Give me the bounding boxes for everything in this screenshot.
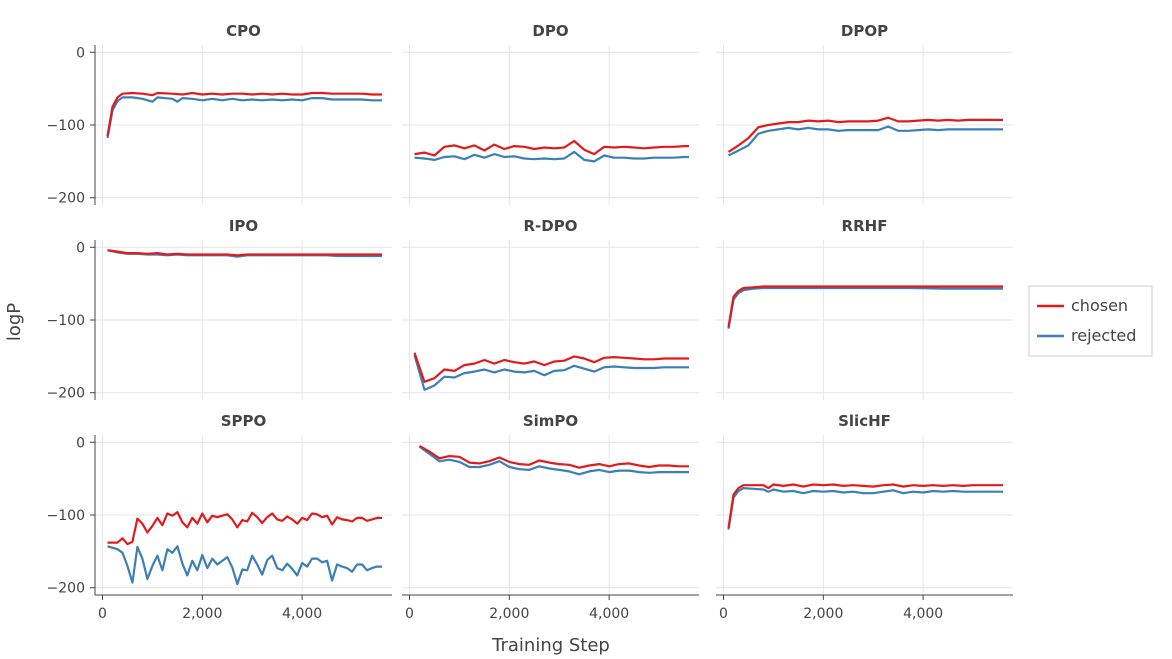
series-line-chosen xyxy=(727,116,1003,153)
panel-title: SimPO xyxy=(523,412,578,430)
series-line-chosen xyxy=(107,510,382,546)
series-line-chosen xyxy=(418,444,689,469)
panel-rrhf: RRHF xyxy=(716,217,1013,400)
legend: chosen rejected xyxy=(1028,285,1153,357)
x-tick-label: 2,000 xyxy=(182,606,222,622)
y-axis-label: logP xyxy=(4,303,25,341)
panel-dpo: DPO xyxy=(402,22,699,205)
panel-title: SPPO xyxy=(221,412,267,430)
series-line-chosen xyxy=(727,483,1003,529)
series-line-rejected xyxy=(107,545,382,586)
legend-box xyxy=(1028,285,1153,357)
panel-grid: CPO 0 −100 −200 DPO DPOP IPO 0 −100 −200 R-DPO RRHF… xyxy=(47,22,1013,622)
series-line-chosen xyxy=(727,285,1003,328)
series-line-rejected xyxy=(414,150,689,163)
panel-slichf: SlicHF 0 2,000 4,000 xyxy=(716,412,1013,622)
panel-ipo: IPO 0 −100 −200 xyxy=(47,217,392,402)
panel-title: RRHF xyxy=(842,217,888,235)
panel-sppo: SPPO 0 −100 −200 0 2,000 4,000 xyxy=(47,412,392,622)
y-tick-label: −100 xyxy=(47,118,85,134)
y-tick-label: −200 xyxy=(47,581,85,597)
y-tick-label: 0 xyxy=(76,240,85,256)
x-tick-label: 0 xyxy=(719,606,728,622)
series-line-rejected xyxy=(728,125,1003,157)
series-line-chosen xyxy=(106,91,382,137)
panel-title: DPO xyxy=(532,22,568,40)
series-line-chosen xyxy=(414,139,689,157)
series-line-rejected xyxy=(413,354,689,391)
series-line-rejected xyxy=(106,96,382,139)
y-tick-label: −100 xyxy=(47,313,85,329)
x-tick-label: 2,000 xyxy=(803,606,843,622)
panel-dpop: DPOP xyxy=(716,22,1013,205)
y-tick-label: 0 xyxy=(76,435,85,451)
panel-r-dpo: R-DPO xyxy=(402,217,699,400)
panel-title: R-DPO xyxy=(524,217,578,235)
y-tick-label: 0 xyxy=(76,45,85,61)
series-line-chosen xyxy=(107,249,382,257)
x-tick-label: 0 xyxy=(98,606,107,622)
panel-simpo: SimPO 0 2,000 4,000 xyxy=(402,412,699,622)
legend-label-chosen: chosen xyxy=(1071,296,1128,315)
y-tick-label: −200 xyxy=(47,386,85,402)
x-axis-label: Training Step xyxy=(491,635,610,656)
panel-title: CPO xyxy=(226,22,261,40)
series-line-rejected xyxy=(727,487,1003,530)
panel-title: DPOP xyxy=(841,22,888,40)
y-tick-label: −100 xyxy=(47,508,85,524)
series-line-rejected xyxy=(727,286,1003,329)
x-tick-label: 2,000 xyxy=(489,606,529,622)
x-tick-label: 0 xyxy=(405,606,414,622)
panel-title: SlicHF xyxy=(838,412,891,430)
series-line-chosen xyxy=(413,352,689,383)
x-tick-label: 4,000 xyxy=(903,606,943,622)
series-line-rejected xyxy=(418,445,689,476)
x-tick-label: 4,000 xyxy=(282,606,322,622)
x-tick-label: 4,000 xyxy=(589,606,629,622)
legend-label-rejected: rejected xyxy=(1071,326,1136,345)
panel-cpo: CPO 0 −100 −200 xyxy=(47,22,392,207)
panel-title: IPO xyxy=(229,217,258,235)
y-tick-label: −200 xyxy=(47,191,85,207)
